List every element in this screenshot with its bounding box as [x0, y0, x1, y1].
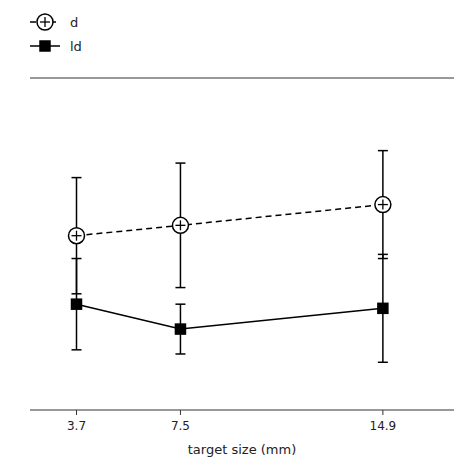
error-bar	[378, 254, 388, 362]
marker-circle	[172, 217, 188, 233]
plot-area	[69, 151, 391, 363]
marker-circle	[375, 197, 391, 213]
chart-svg: 3.7 7.5 14.9 target size (mm) d ld	[0, 0, 474, 474]
square-marker	[72, 299, 82, 309]
legend-marker	[37, 14, 53, 30]
series-0	[69, 151, 391, 294]
series-line	[77, 304, 383, 329]
legend: d ld	[30, 14, 82, 54]
marker-circle	[37, 14, 53, 30]
error-bar-cap	[175, 287, 185, 289]
error-bar-cap	[175, 353, 185, 355]
error-bar	[175, 304, 185, 354]
top-axis-line	[30, 78, 454, 79]
marker-cross	[76, 231, 77, 241]
series-1	[72, 254, 388, 362]
marker-cross	[44, 17, 45, 27]
marker-circle	[69, 228, 85, 244]
error-bar-cap	[72, 258, 82, 260]
x-tick-label: 3.7	[67, 419, 86, 433]
error-bar	[175, 163, 185, 288]
error-bar	[378, 151, 388, 259]
chart-container: 3.7 7.5 14.9 target size (mm) d ld	[0, 0, 474, 474]
legend-marker	[40, 41, 50, 51]
x-tick	[180, 410, 181, 415]
circle-cross-marker	[69, 228, 85, 244]
x-tick	[76, 410, 77, 415]
marker-cross	[382, 200, 383, 210]
error-bar-cap	[378, 150, 388, 152]
error-bar-cap	[378, 254, 388, 256]
circle-cross-marker	[172, 217, 188, 233]
square-marker	[378, 303, 388, 313]
marker-cross	[180, 220, 181, 230]
legend-label: d	[70, 15, 78, 30]
x-tick-label: 7.5	[171, 419, 190, 433]
x-tick	[382, 410, 383, 415]
error-bar-cap	[72, 177, 82, 179]
legend-label: ld	[70, 39, 82, 54]
x-axis-line	[30, 410, 454, 411]
error-bar-cap	[378, 362, 388, 364]
error-bar-cap	[175, 162, 185, 164]
series-line	[77, 205, 383, 236]
error-bar	[72, 259, 82, 350]
error-bar-cap	[72, 349, 82, 351]
error-bar-stem	[180, 163, 182, 288]
circle-cross-marker	[375, 197, 391, 213]
x-axis-label: target size (mm)	[188, 442, 296, 457]
square-marker	[175, 324, 185, 334]
error-bar-stem	[382, 151, 384, 259]
error-bar-cap	[175, 303, 185, 305]
x-tick-label: 14.9	[370, 419, 397, 433]
